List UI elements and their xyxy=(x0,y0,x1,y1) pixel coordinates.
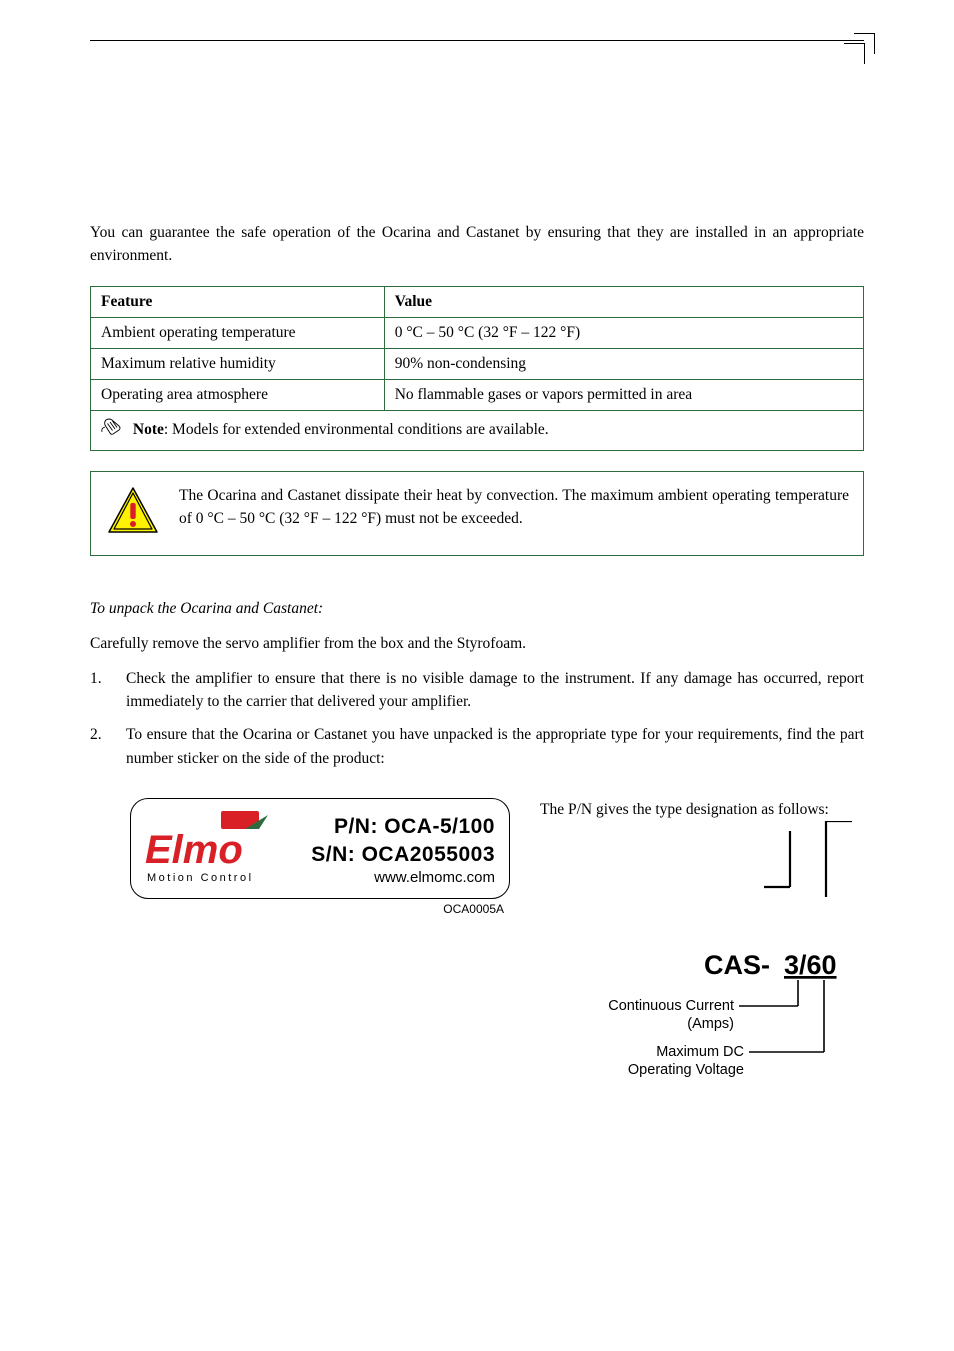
note-icon xyxy=(101,417,125,444)
pn-bracket-graphic xyxy=(540,821,864,918)
svg-text:Motion Control: Motion Control xyxy=(147,872,254,884)
steps-list: Check the amplifier to ensure that there… xyxy=(90,667,864,770)
note-text: : Models for extended environmental cond… xyxy=(164,421,549,438)
unpack-intro: Carefully remove the servo amplifier fro… xyxy=(90,632,864,655)
svg-text:Maximum DC: Maximum DC xyxy=(656,1044,744,1060)
sticker-code: OCA0005A xyxy=(130,902,510,916)
unpack-subhead: To unpack the Ocarina and Castanet: xyxy=(90,600,864,618)
crop-marks xyxy=(854,33,894,73)
pn-explain-text: The P/N gives the type designation as fo… xyxy=(540,798,864,821)
cell-value: 90% non-condensing xyxy=(384,348,863,379)
step-item: To ensure that the Ocarina or Castanet y… xyxy=(90,723,864,770)
svg-text:(Amps): (Amps) xyxy=(687,1016,734,1032)
caution-text: The Ocarina and Castanet dissipate their… xyxy=(179,484,849,531)
product-sticker: Elmo Motion Control P/N: OCA-5/100 S/N: … xyxy=(130,798,510,899)
top-rule xyxy=(90,40,864,41)
table-row: Ambient operating temperature 0 °C – 50 … xyxy=(91,317,864,348)
caution-icon xyxy=(105,484,161,543)
table-header-row: Feature Value xyxy=(91,286,864,317)
svg-text:Continuous Current: Continuous Current xyxy=(608,998,734,1014)
note-label: Note xyxy=(133,421,164,438)
sticker-pn: P/N: OCA-5/100 xyxy=(285,815,495,839)
cas-diagram: CAS- 3/60 Continuous Current (Amps) Maxi… xyxy=(540,948,864,1095)
intro-paragraph: You can guarantee the safe operation of … xyxy=(90,221,864,268)
cell-feature: Maximum relative humidity xyxy=(91,348,385,379)
sticker-sn: S/N: OCA2055003 xyxy=(285,843,495,867)
svg-text:Operating Voltage: Operating Voltage xyxy=(628,1062,744,1078)
table-note-row: Note: Models for extended environmental … xyxy=(91,410,864,450)
elmo-logo: Elmo Motion Control xyxy=(145,809,273,892)
svg-text:CAS-: CAS- xyxy=(704,950,770,980)
svg-text:Elmo: Elmo xyxy=(145,828,243,872)
cell-feature: Ambient operating temperature xyxy=(91,317,385,348)
header-value: Value xyxy=(384,286,863,317)
svg-text:3/60: 3/60 xyxy=(784,950,837,980)
caution-box: The Ocarina and Castanet dissipate their… xyxy=(90,471,864,556)
cell-value: No flammable gases or vapors permitted i… xyxy=(384,379,863,410)
step-item: Check the amplifier to ensure that there… xyxy=(90,667,864,714)
sticker-url: www.elmomc.com xyxy=(285,869,495,886)
header-feature: Feature xyxy=(91,286,385,317)
table-row: Operating area atmosphere No flammable g… xyxy=(91,379,864,410)
cell-value: 0 °C – 50 °C (32 °F – 122 °F) xyxy=(384,317,863,348)
cell-feature: Operating area atmosphere xyxy=(91,379,385,410)
feature-table: Feature Value Ambient operating temperat… xyxy=(90,286,864,451)
table-row: Maximum relative humidity 90% non-conden… xyxy=(91,348,864,379)
